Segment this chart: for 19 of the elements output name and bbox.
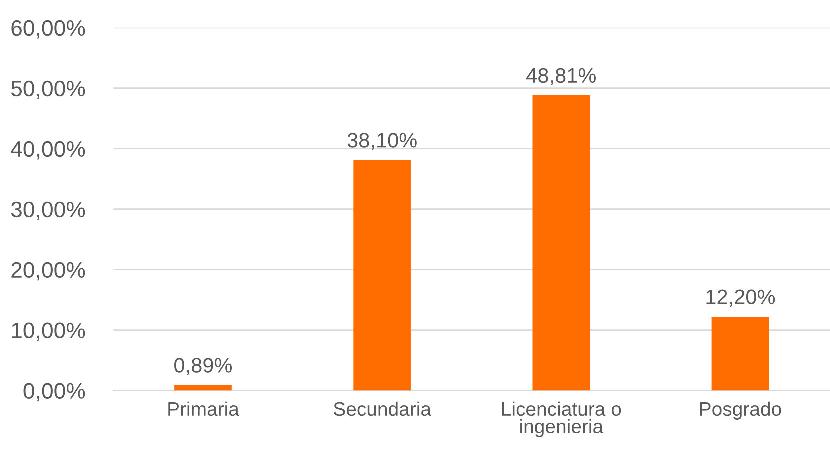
- bar: [712, 316, 770, 391]
- y-tick-label: 50,00%: [11, 80, 86, 100]
- y-tick-label: 40,00%: [11, 141, 86, 160]
- bar: [174, 385, 232, 391]
- y-tick-label: 30,00%: [11, 202, 86, 220]
- data-label: 48,81%: [526, 68, 596, 86]
- y-tick-label: 20,00%: [12, 262, 86, 281]
- x-tick-label: Licenciatura o ingenieria: [502, 402, 622, 438]
- y-tick-label: 60,00%: [12, 20, 86, 39]
- data-label: 38,10%: [348, 133, 417, 150]
- bar: [354, 160, 411, 391]
- bar: [532, 96, 590, 391]
- y-tick-label: 0,00%: [24, 383, 86, 402]
- y-tick-label: 10,00%: [12, 322, 86, 342]
- x-tick-label: Primaria: [168, 402, 240, 416]
- data-label: 0,89%: [174, 358, 232, 376]
- x-tick-label: Secundaria: [334, 402, 432, 416]
- x-tick-label: Posgrado: [700, 402, 782, 420]
- data-label: 12,20%: [706, 290, 776, 307]
